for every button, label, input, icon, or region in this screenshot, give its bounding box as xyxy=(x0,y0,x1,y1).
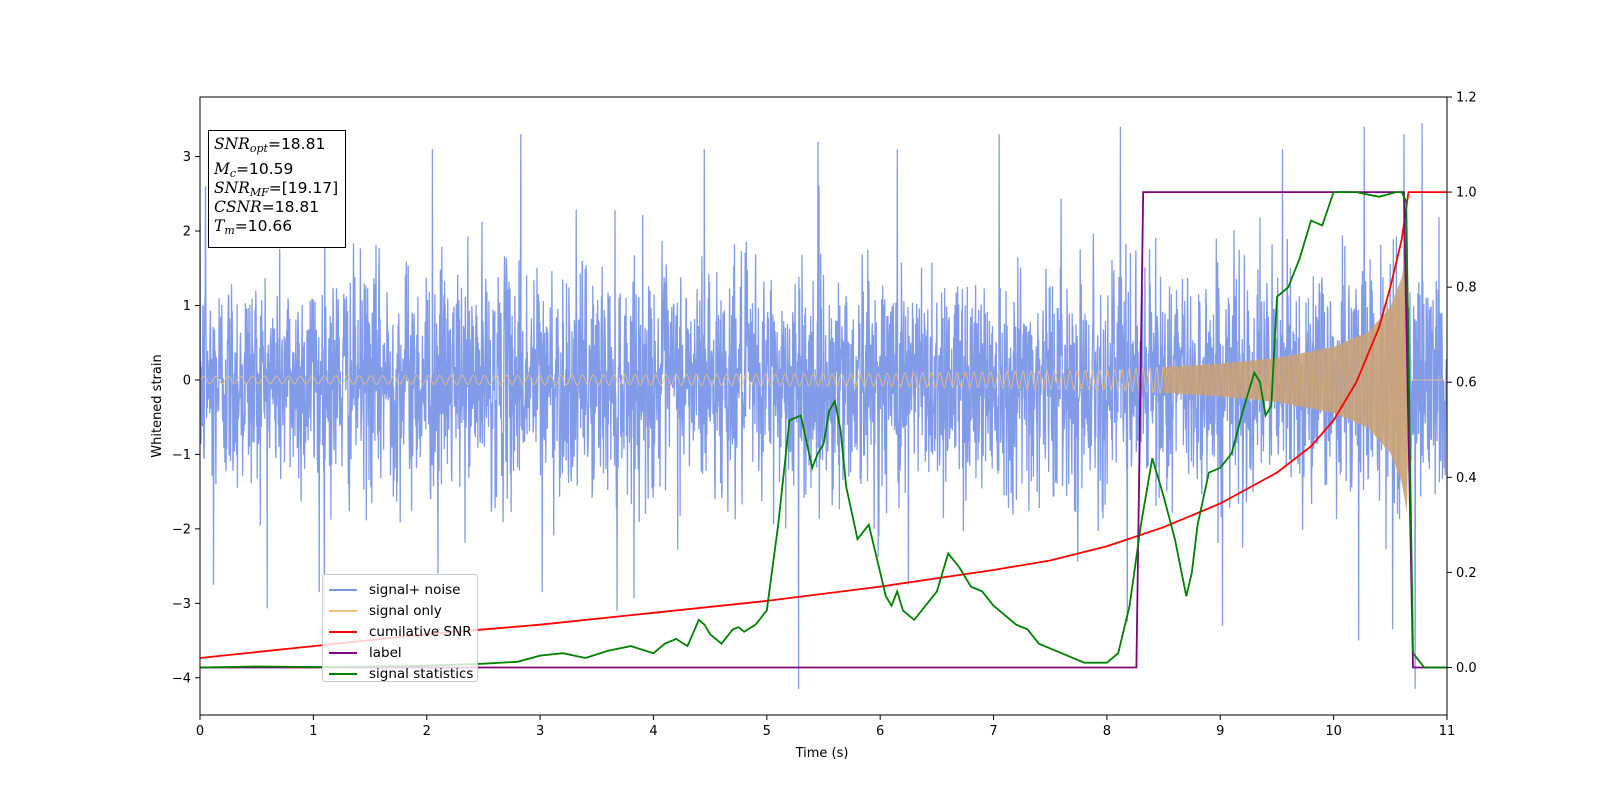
legend-item-signal-noise: signal+ noise xyxy=(329,579,477,600)
y-axis-left-label: Whitened strain xyxy=(150,354,165,457)
x-tick-label: 11 xyxy=(1439,724,1456,739)
legend-label: cumilative SNR xyxy=(369,623,472,640)
tm-value: =10.66 xyxy=(234,217,293,235)
legend-swatch xyxy=(329,588,357,591)
snr-mf-value: =[19.17] xyxy=(268,179,339,197)
csnr-value: =18.81 xyxy=(261,198,320,216)
y-right-tick-label: 0.6 xyxy=(1456,376,1477,391)
tm-row: Tm=10.66 xyxy=(214,217,293,237)
y-left-tick-label: 1 xyxy=(183,299,191,314)
y-right-tick-label: 1.0 xyxy=(1456,186,1477,201)
y-axis-left: −4 −3 −2 −1 0 1 2 3 xyxy=(172,150,200,686)
snr-opt-row: SNRopt=18.81 xyxy=(214,135,326,155)
snr-opt-value: =18.81 xyxy=(267,135,326,153)
y-axis-right: 0.0 0.2 0.4 0.6 0.8 1.0 1.2 xyxy=(1447,91,1477,676)
y-left-tick-label: 2 xyxy=(183,225,191,240)
legend-swatch xyxy=(329,672,357,675)
legend-label: signal+ noise xyxy=(369,581,461,598)
y-right-tick-label: 0.4 xyxy=(1456,471,1477,486)
y-right-tick-label: 0.2 xyxy=(1456,566,1477,581)
plot-frame xyxy=(199,96,1448,716)
y-right-tick-label: 0.8 xyxy=(1456,281,1477,296)
chirp-mass-row: Mc=10.59 xyxy=(214,160,294,180)
x-tick-label: 2 xyxy=(423,724,431,739)
legend-swatch xyxy=(329,609,357,612)
info-annotation-box: SNRopt=18.81 Mc=10.59 SNRMF=[19.17] CSNR… xyxy=(208,130,346,248)
x-tick-label: 9 xyxy=(1216,724,1224,739)
x-tick-label: 6 xyxy=(876,724,884,739)
x-tick-label: 8 xyxy=(1103,724,1111,739)
legend-item-cumulative-snr: cumilative SNR xyxy=(329,621,477,642)
series-layer xyxy=(200,123,1447,689)
legend: signal+ noise signal only cumilative SNR… xyxy=(322,574,478,682)
legend-swatch xyxy=(329,651,357,654)
y-right-tick-label: 1.2 xyxy=(1456,91,1477,106)
series-label-line xyxy=(200,191,1447,669)
legend-swatch xyxy=(329,630,357,633)
legend-item-signal-only: signal only xyxy=(329,600,477,621)
series-signal-noise-line xyxy=(200,123,1447,689)
y-right-tick-label: 0.0 xyxy=(1456,661,1477,676)
series-cumulative-snr-line xyxy=(200,191,1447,659)
y-left-tick-label: −2 xyxy=(172,522,191,537)
x-tick-label: 0 xyxy=(196,724,204,739)
x-tick-label: 5 xyxy=(763,724,771,739)
chirp-mass-value: =10.59 xyxy=(236,160,294,178)
series-signal-only-envelope xyxy=(1163,247,1409,513)
x-tick-label: 4 xyxy=(649,724,657,739)
legend-label: signal statistics xyxy=(369,665,474,682)
x-axis: 0 1 2 3 4 5 6 7 8 9 10 11 xyxy=(196,715,1455,739)
x-tick-label: 3 xyxy=(536,724,544,739)
y-left-tick-label: 0 xyxy=(183,373,191,388)
x-axis-label: Time (s) xyxy=(795,746,849,761)
x-tick-label: 1 xyxy=(309,724,317,739)
snr-mf-row: SNRMF=[19.17] xyxy=(214,179,339,199)
x-tick-label: 7 xyxy=(989,724,997,739)
series-signal-statistics-line xyxy=(200,191,1447,669)
legend-label: label xyxy=(369,644,402,661)
y-left-tick-label: −4 xyxy=(172,671,191,686)
legend-item-label: label xyxy=(329,642,477,663)
x-tick-label: 10 xyxy=(1325,724,1342,739)
legend-label: signal only xyxy=(369,602,442,619)
legend-item-signal-statistics: signal statistics xyxy=(329,663,477,684)
y-left-tick-label: 3 xyxy=(183,150,191,165)
y-left-tick-label: −1 xyxy=(172,448,191,463)
y-left-tick-label: −3 xyxy=(172,597,191,612)
csnr-row: CSNR=18.81 xyxy=(214,198,320,216)
